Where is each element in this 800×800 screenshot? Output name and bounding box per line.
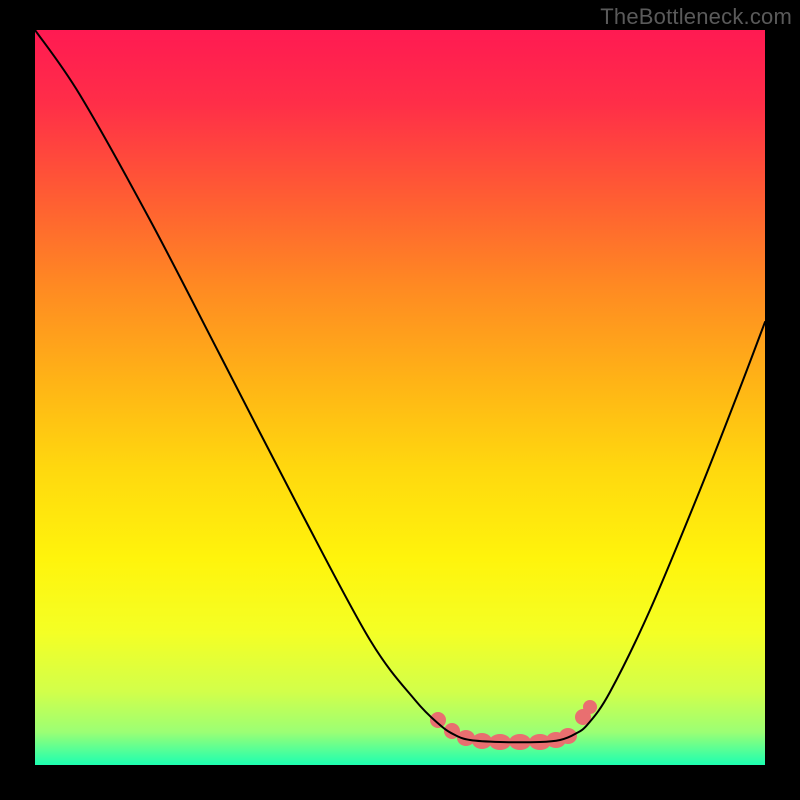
gradient-background [35, 30, 765, 765]
watermark-text: TheBottleneck.com [600, 4, 792, 30]
bottleneck-chart [0, 0, 800, 800]
chart-frame: TheBottleneck.com [0, 0, 800, 800]
marker-segment [559, 728, 577, 744]
plot-area [35, 30, 765, 765]
marker-segment [583, 700, 597, 714]
marker-segment [430, 712, 446, 728]
